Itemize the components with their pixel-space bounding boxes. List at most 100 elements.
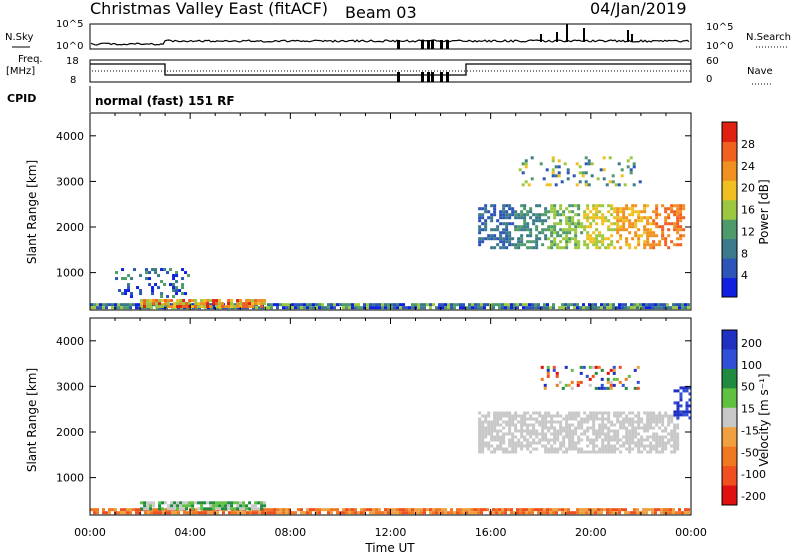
data-cell (655, 213, 659, 217)
data-cell (594, 508, 597, 512)
data-cell (597, 365, 601, 369)
data-cell (260, 507, 264, 511)
data-cell (670, 450, 674, 454)
data-cell (526, 432, 530, 436)
data-cell (562, 450, 566, 454)
data-cell (242, 501, 246, 505)
data-cell (603, 303, 606, 307)
data-cell (640, 219, 644, 223)
data-cell (643, 423, 647, 427)
data-cell (595, 246, 599, 250)
data-cell (360, 511, 363, 515)
data-cell (212, 299, 216, 303)
data-cell (408, 306, 411, 310)
data-cell (360, 508, 363, 512)
data-cell (520, 213, 524, 217)
data-cell (155, 305, 159, 309)
data-cell (185, 305, 189, 309)
data-cell (174, 511, 177, 515)
data-cell (487, 441, 491, 445)
data-cell (487, 414, 491, 418)
data-cell (233, 507, 237, 511)
data-cell (568, 441, 572, 445)
data-cell (574, 429, 578, 433)
data-cell (522, 511, 525, 515)
data-cell (553, 432, 557, 436)
data-cell (249, 511, 252, 515)
data-cell (649, 435, 653, 439)
data-cell (520, 444, 524, 448)
data-cell (396, 511, 399, 515)
data-cell (514, 213, 518, 217)
data-cell (487, 444, 491, 448)
data-cell (411, 511, 414, 515)
data-cell (535, 225, 539, 229)
data-cell (230, 299, 234, 303)
data-cell (531, 303, 534, 307)
data-cell (529, 207, 533, 211)
data-cell (366, 303, 369, 307)
data-cell (126, 511, 129, 515)
data-cell (592, 426, 596, 430)
data-cell (622, 411, 626, 415)
data-cell (550, 426, 554, 430)
data-cell (604, 219, 608, 223)
data-cell (628, 450, 632, 454)
data-cell (538, 213, 542, 217)
data-cell (629, 168, 633, 172)
data-cell (520, 441, 524, 445)
data-cell (661, 414, 665, 418)
data-cell (170, 504, 174, 508)
data-cell (553, 438, 557, 442)
data-cell (610, 213, 614, 217)
data-cell (487, 423, 491, 427)
data-cell (505, 231, 509, 235)
power-data (90, 156, 690, 310)
data-cell (667, 441, 671, 445)
data-cell (679, 243, 683, 247)
data-cell (652, 240, 656, 244)
data-cell (175, 274, 179, 278)
data-cell (535, 234, 539, 238)
data-cell (136, 286, 140, 290)
data-cell (493, 210, 497, 214)
data-cell (574, 231, 578, 235)
data-cell (559, 222, 563, 226)
data-cell (634, 219, 638, 223)
data-cell (608, 180, 612, 184)
data-cell (541, 435, 545, 439)
data-cell (505, 447, 509, 451)
colorbar-tick-label: 16 (741, 204, 755, 217)
data-cell (478, 213, 482, 217)
data-cell (493, 438, 497, 442)
data-cell (490, 216, 494, 220)
data-cell (565, 240, 569, 244)
data-cell (631, 207, 635, 211)
data-cell (624, 508, 627, 512)
data-cell (159, 511, 162, 515)
data-cell (303, 511, 306, 515)
data-cell (637, 219, 641, 223)
data-cell (670, 240, 674, 244)
data-cell (550, 444, 554, 448)
data-cell (594, 511, 597, 515)
data-cell (634, 441, 638, 445)
data-cell (631, 420, 635, 424)
data-cell (559, 219, 563, 223)
data-cell (598, 429, 602, 433)
data-cell (499, 237, 503, 241)
data-cell (508, 207, 512, 211)
data-cell (423, 303, 426, 307)
data-cell (206, 501, 210, 505)
data-cell (200, 501, 204, 505)
data-cell (239, 501, 243, 505)
data-cell (579, 365, 583, 369)
data-cell (555, 511, 558, 515)
data-cell (547, 450, 551, 454)
data-cell (505, 420, 509, 424)
data-cell (619, 411, 623, 415)
data-cell (387, 303, 390, 307)
data-cell (562, 228, 566, 232)
data-cell (270, 508, 273, 512)
data-cell (462, 508, 465, 512)
